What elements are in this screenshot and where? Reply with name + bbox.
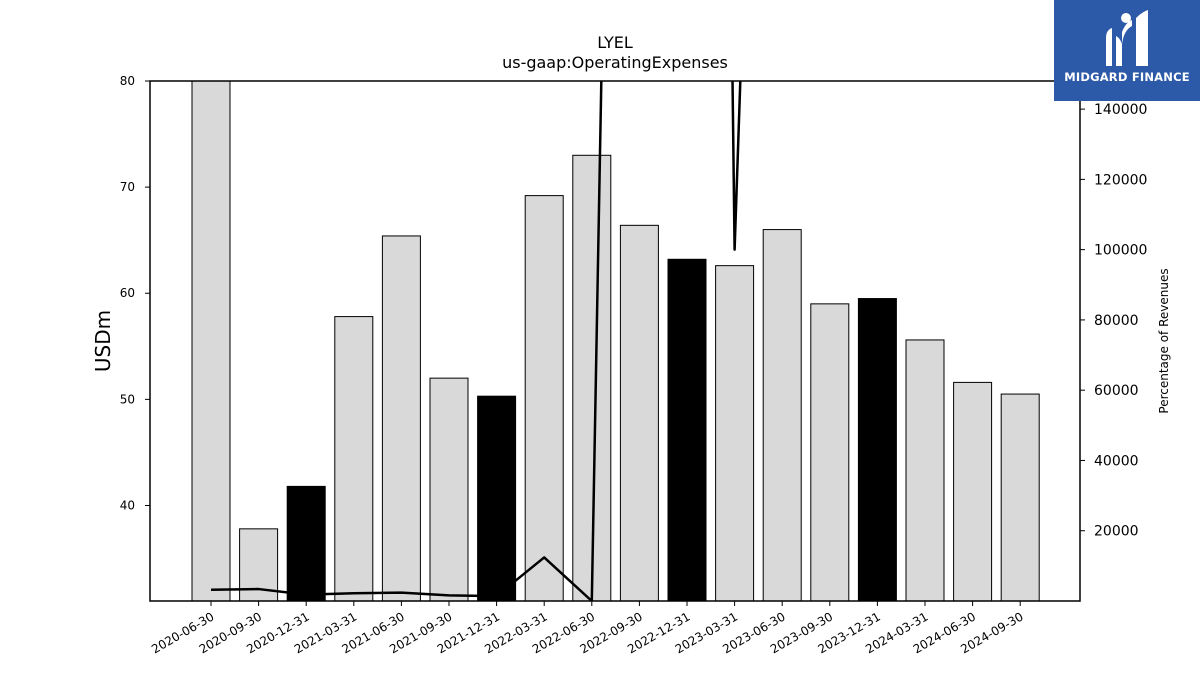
chart-title: LYEL xyxy=(597,33,633,52)
y-tick-label: 60 xyxy=(120,286,135,300)
y2-tick-label: 120000 xyxy=(1094,172,1147,188)
y2-tick-label: 80000 xyxy=(1094,313,1139,329)
logo-text: MIDGARD FINANCE xyxy=(1064,70,1190,84)
chart-subtitle: us-gaap:OperatingExpenses xyxy=(502,53,728,72)
bar xyxy=(810,303,850,602)
y2-tick-label: 60000 xyxy=(1094,383,1139,399)
bar xyxy=(334,316,374,602)
y-tick-label: 40 xyxy=(120,498,135,512)
bar xyxy=(953,381,993,602)
bars-group xyxy=(191,80,1040,602)
plot-frame xyxy=(149,80,1081,602)
y-tick-label: 80 xyxy=(120,74,135,88)
y2-tick-label: 20000 xyxy=(1094,524,1139,540)
bar xyxy=(572,154,612,602)
bar xyxy=(619,224,659,602)
line-layer xyxy=(210,81,742,601)
bar xyxy=(429,377,469,602)
bar xyxy=(667,258,707,602)
x-axis: 2020-06-302020-09-302020-12-312021-03-31… xyxy=(149,601,1026,656)
y-tick-label: 50 xyxy=(120,392,135,406)
bar xyxy=(191,80,231,602)
midgard-finance-logo: MIDGARD FINANCE xyxy=(1054,0,1200,101)
y2-tick-label: 40000 xyxy=(1094,453,1139,469)
percentage-line xyxy=(210,81,742,601)
bar xyxy=(715,265,755,602)
bar xyxy=(524,195,564,602)
y-axis-left: 40 50 60 70 80 xyxy=(120,74,150,512)
y-tick-label: 70 xyxy=(120,180,135,194)
bar xyxy=(857,298,897,602)
bar xyxy=(762,229,802,602)
y2-tick-label: 100000 xyxy=(1094,243,1147,259)
y2-axis-label: Percentage of Revenues xyxy=(1157,268,1171,413)
bar xyxy=(477,395,517,602)
bar xyxy=(1000,393,1040,602)
y-axis-right: 20000 40000 60000 80000 100000 120000 140000 xyxy=(1080,102,1147,540)
bar xyxy=(905,339,945,602)
y-axis-label: USDm xyxy=(91,310,115,372)
logo-mark-icon xyxy=(1106,10,1148,66)
bar xyxy=(286,485,326,602)
y2-tick-label: 140000 xyxy=(1094,102,1147,118)
bar xyxy=(381,235,421,602)
